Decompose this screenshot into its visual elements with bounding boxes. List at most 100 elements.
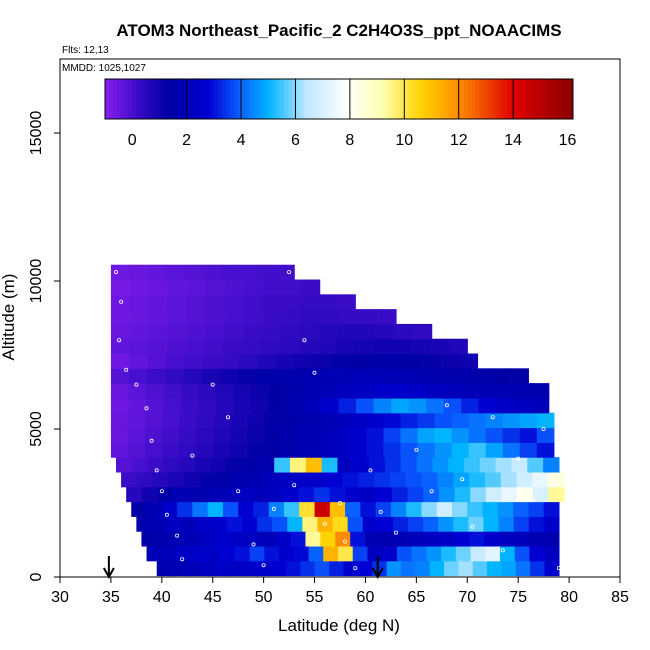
heatmap-cell (293, 545, 310, 562)
colorbar-segment (268, 79, 274, 119)
colorbar-tick-label: 12 (450, 132, 468, 149)
colorbar-segment (241, 79, 246, 119)
heatmap-cell (437, 471, 454, 488)
heatmap-cell (286, 560, 301, 577)
heatmap-cell (468, 412, 487, 429)
heatmap-cell (211, 516, 228, 532)
heatmap-cell (281, 412, 299, 429)
colorbar-segment (518, 79, 523, 119)
heatmap-cell (543, 457, 560, 473)
chart-title: ATOM3 Northeast_Pacific_2 C2H4O3S_ppt_NO… (116, 21, 561, 40)
colorbar-segment (296, 79, 301, 119)
heatmap-cell (500, 545, 516, 562)
heatmap-cell (110, 397, 130, 414)
heatmap-cell (352, 545, 369, 562)
heatmap-cell (337, 457, 354, 473)
colorbar-segment (370, 79, 375, 119)
colorbar-segment (409, 79, 414, 119)
heatmap-cells (110, 264, 565, 577)
heatmap-cell (275, 264, 295, 281)
sample-point (271, 506, 276, 511)
heatmap-cell (165, 368, 185, 384)
heatmap-cell (168, 471, 185, 488)
heatmap-cell (443, 397, 462, 414)
heatmap-cell (205, 545, 221, 562)
colorbar-segment (354, 79, 359, 119)
heatmap-cell (110, 309, 131, 325)
heatmap-cell (405, 471, 423, 488)
heatmap-cell (408, 516, 424, 532)
heatmap-cell (167, 323, 187, 340)
heatmap-cell (421, 501, 438, 517)
heatmap-cell (382, 545, 398, 562)
colorbar-tick-label: 8 (345, 132, 354, 149)
heatmap-cell (329, 486, 346, 503)
heatmap-cell (110, 323, 131, 340)
sample-point (470, 524, 475, 529)
heatmap-cell (299, 501, 316, 517)
heatmap-cell (317, 338, 337, 355)
heatmap-cell (223, 294, 244, 310)
heatmap-cell (362, 516, 379, 532)
heatmap-cell (422, 353, 442, 369)
heatmap-cell (239, 264, 259, 281)
heatmap-cell (536, 427, 555, 443)
heatmap-cell (274, 368, 294, 384)
heatmap-cell (268, 383, 287, 399)
x-tick-label: 50 (255, 589, 273, 606)
heatmap-cell (257, 264, 277, 281)
x-axis-label: Latitude (deg N) (278, 616, 400, 635)
heatmap-cell (230, 531, 247, 547)
heatmap-cell (186, 323, 206, 340)
heatmap-cell (375, 501, 392, 517)
x-tick-label: 60 (357, 589, 375, 606)
heatmap-cell (346, 368, 366, 384)
colorbar-segment (459, 79, 465, 119)
heatmap-cell (386, 560, 402, 577)
heatmap-cell (483, 516, 500, 532)
heatmap-cell (129, 309, 150, 325)
heatmap-cell (298, 338, 318, 355)
heatmap-cell (286, 397, 305, 414)
heatmap-cell (367, 545, 383, 562)
heatmap-cell (385, 353, 405, 369)
heatmap-cell (257, 560, 273, 577)
heatmap-cell (226, 516, 243, 532)
heatmap-cell (165, 264, 185, 281)
heatmap-cell (365, 531, 381, 547)
heatmap-cell (279, 338, 300, 355)
heatmap-cell (478, 397, 497, 414)
heatmap-cell (519, 427, 538, 443)
heatmap-cell (484, 471, 502, 488)
colorbar-segment (105, 79, 110, 119)
heatmap-cell (453, 516, 469, 532)
heatmap-cell (201, 368, 221, 384)
heatmap-cell (303, 397, 322, 414)
heatmap-cell (129, 338, 150, 355)
heatmap-cell (531, 383, 550, 399)
colorbar-segment (346, 79, 352, 119)
heatmap-cell (432, 457, 449, 473)
heatmap-cell (345, 486, 362, 503)
heatmap-cell (146, 545, 162, 562)
heatmap-cell (436, 501, 453, 517)
heatmap-cell (314, 560, 330, 577)
heatmap-cell (338, 383, 357, 399)
heatmap-cell (147, 368, 166, 384)
heatmap-cell (472, 560, 488, 577)
heatmap-cell (401, 368, 421, 384)
heatmap-cell (332, 516, 349, 532)
heatmap-cell (202, 353, 222, 369)
heatmap-cell (502, 412, 521, 429)
heatmap-cell (485, 412, 504, 429)
colorbar-segment (140, 79, 145, 119)
heatmap-cell (228, 560, 244, 577)
heatmap-cell (548, 486, 565, 503)
heatmap-cell (529, 531, 545, 547)
heatmap-cell (238, 501, 255, 517)
colorbar-segment (311, 79, 317, 119)
sample-point (124, 367, 129, 372)
heatmap-cell (196, 442, 214, 458)
colorbar-segment (417, 79, 422, 119)
